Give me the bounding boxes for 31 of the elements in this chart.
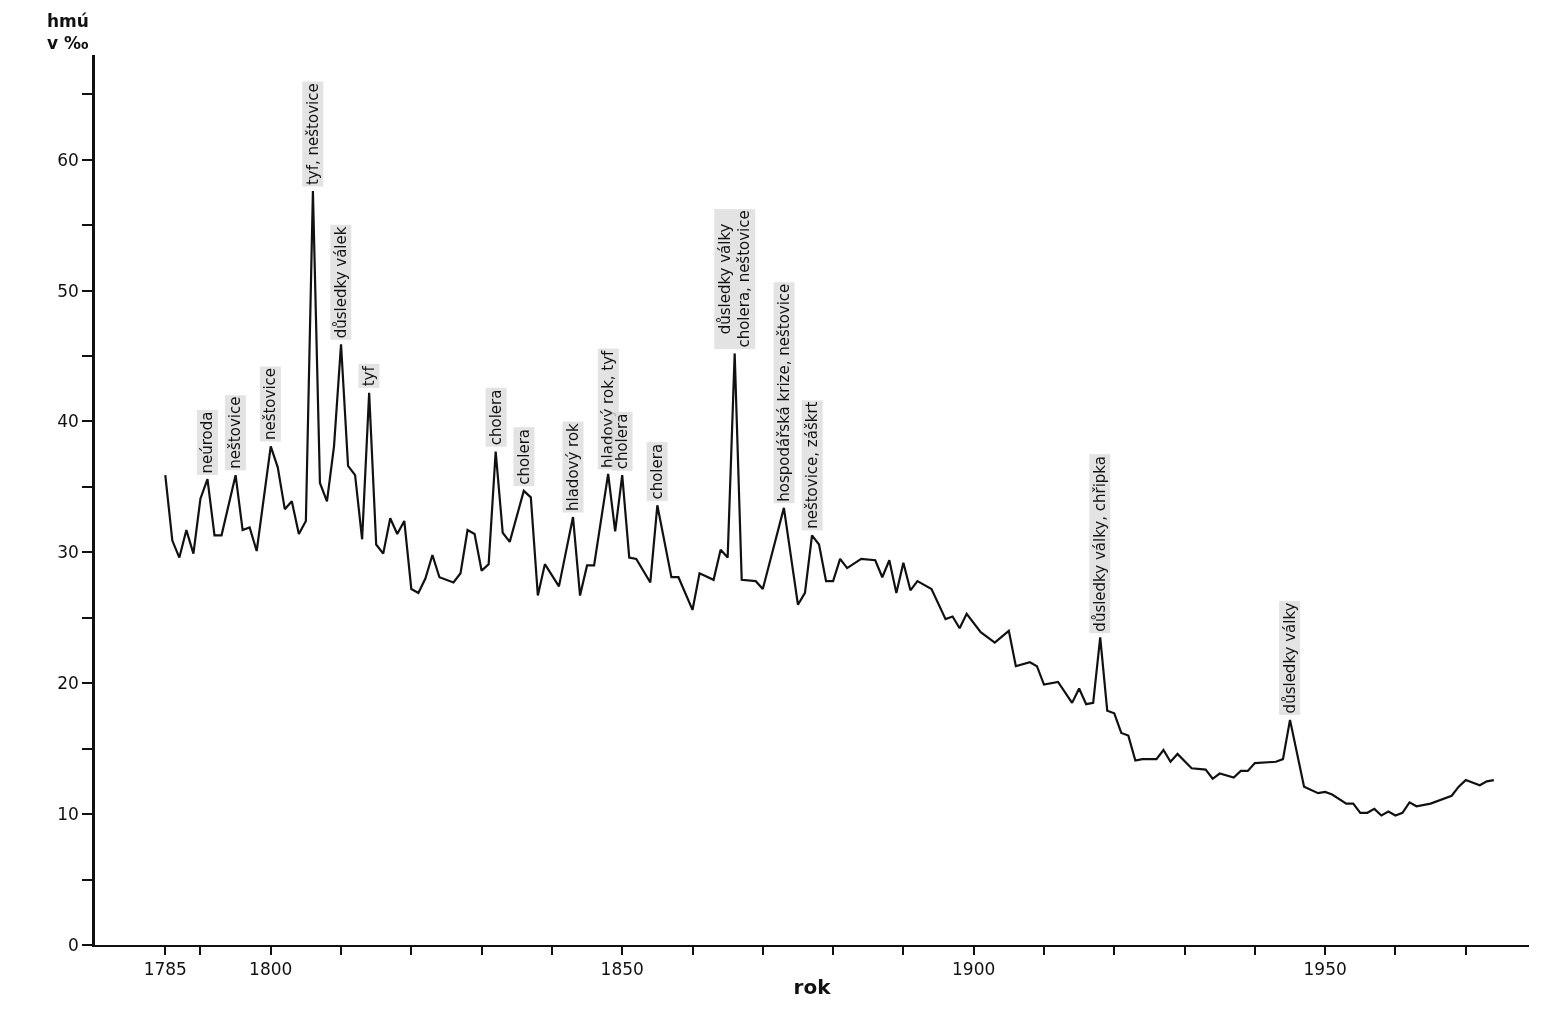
- y-tick-label: 20: [57, 673, 79, 694]
- annotation: důsledky války, chřipka: [1090, 456, 1109, 632]
- x-tick-label: 1900: [952, 959, 996, 980]
- annotation: hladový rok: [563, 422, 582, 512]
- annotation: tyf, neštovice: [303, 83, 322, 186]
- line-series: [164, 190, 1495, 817]
- annotation: hospodářská krize, neštovice: [775, 283, 794, 502]
- x-tick-label: 1800: [249, 959, 293, 980]
- annotation: cholera: [487, 389, 506, 446]
- annotation: neštovice: [226, 396, 245, 469]
- y-axis-title: hmú v ‰: [47, 11, 89, 54]
- annotation: důsledky válek: [331, 226, 350, 339]
- annotation: neštovice, záškrt: [803, 401, 822, 529]
- y-tick-label: 40: [57, 411, 79, 432]
- x-tick-label: 1950: [1303, 959, 1347, 980]
- annotation: neštovice: [261, 367, 280, 441]
- x-tick-label: 1785: [143, 959, 187, 980]
- y-tick-label: 60: [57, 149, 79, 170]
- x-tick-label: 1850: [600, 959, 644, 980]
- y-tick-label: 50: [57, 280, 79, 301]
- annotation: cholera: [613, 413, 632, 470]
- annotation: cholera: [514, 428, 533, 485]
- x-axis-title: rok: [793, 975, 832, 1000]
- annotation: tyf: [359, 365, 378, 387]
- y-tick-label: 0: [68, 934, 79, 955]
- y-tick-label: 30: [57, 542, 79, 563]
- y-tick-label: 10: [57, 804, 79, 825]
- annotation: důsledky války cholera, neštovice: [715, 210, 754, 348]
- annotation: důsledky války: [1280, 602, 1299, 714]
- annotation: neúroda: [198, 411, 217, 474]
- annotation: cholera: [648, 443, 667, 500]
